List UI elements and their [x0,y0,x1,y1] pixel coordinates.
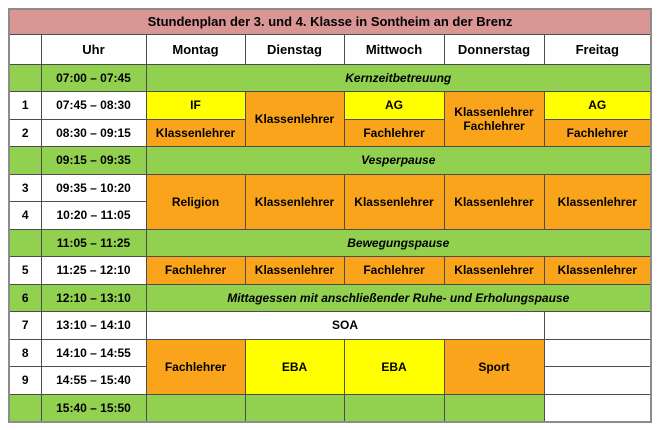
cell-r1-freitag: AG [543,91,652,120]
cell-r7-soa: SOA [145,311,545,340]
cell-r9-freitag [543,366,652,395]
row-1: 1 07:45 – 08:30 IF Klassenlehrer AG Klas… [8,91,652,147]
lesson-number-6: 6 [8,283,42,312]
cell-ende-montag [145,393,246,422]
row-7: 7 13:10 – 14:10 SOA [8,311,652,340]
cell-r5-mittwoch: Fachlehrer [343,256,445,285]
lesson-number-4: 4 [8,201,42,230]
cell-r8r9-dienstag: EBA [244,338,345,395]
cell-r1-montag: IF [145,91,246,120]
cell-bewegungspause: Bewegungspause [145,228,652,257]
lesson-number-bewegung [8,228,42,257]
header-donnerstag: Donnerstag [443,33,545,65]
cell-r3r4-donnerstag: Klassenlehrer [443,173,545,230]
cell-r5-dienstag: Klassenlehrer [244,256,345,285]
header-montag: Montag [145,33,246,65]
cell-r5-montag: Fachlehrer [145,256,246,285]
row-2: 2 08:30 – 09:15 Klassenlehrer Fachlehrer… [8,118,652,147]
cell-r8r9-montag: Fachlehrer [145,338,246,395]
cell-r3r4-mittwoch: Klassenlehrer [343,173,445,230]
lesson-number-5: 5 [8,256,42,285]
cell-r1r2-dienstag: Klassenlehrer [244,91,345,147]
cell-r8-freitag [543,338,652,367]
time-cell-8: 14:10 – 14:55 [40,338,147,367]
row-kernzeit: 07:00 – 07:45 Kernzeitbetreuung [8,63,652,92]
row-bewegungspause: 11:05 – 11:25 Bewegungspause [8,228,652,257]
lesson-number-1: 1 [8,91,42,120]
row-mittagessen: 6 12:10 – 13:10 Mittagessen mit anschlie… [8,283,652,312]
time-cell-1: 07:45 – 08:30 [40,91,147,120]
time-cell-bewegung: 11:05 – 11:25 [40,228,147,257]
cell-r8r9-mittwoch: EBA [343,338,445,395]
row-8: 8 14:10 – 14:55 Fachlehrer EBA EBA Sport [8,338,652,395]
cell-r5-donnerstag: Klassenlehrer [443,256,545,285]
header-uhr: Uhr [40,33,147,65]
lesson-number-9: 9 [8,366,42,395]
lesson-number-7: 7 [8,311,42,340]
time-cell-vesper: 09:15 – 09:35 [40,146,147,175]
header-mittwoch: Mittwoch [343,33,445,65]
time-cell-9: 14:55 – 15:40 [40,366,147,395]
header-corner [8,33,42,65]
header-freitag: Freitag [543,33,652,65]
cell-r5-freitag: Klassenlehrer [543,256,652,285]
time-cell-4: 10:20 – 11:05 [40,201,147,230]
time-cell-2: 08:30 – 09:15 [40,118,147,147]
cell-r2-mittwoch: Fachlehrer [343,118,445,147]
row-5: 5 11:25 – 12:10 Fachlehrer Klassenlehrer… [8,256,652,285]
row-3: 3 09:35 – 10:20 Religion Klassenlehrer K… [8,173,652,230]
cell-r3r4-freitag: Klassenlehrer [543,173,652,230]
cell-mittagessen: Mittagessen mit anschließender Ruhe- und… [145,283,652,312]
lesson-number-3: 3 [8,173,42,202]
header-dienstag: Dienstag [244,33,345,65]
cell-r1-mittwoch: AG [343,91,445,120]
cell-ende-freitag [543,393,652,422]
row-vesperpause: 09:15 – 09:35 Vesperpause [8,146,652,175]
time-cell-ende: 15:40 – 15:50 [40,393,147,422]
cell-r2-montag: Klassenlehrer [145,118,246,147]
cell-ende-dienstag [244,393,345,422]
lesson-number-ende [8,393,42,422]
time-cell-5: 11:25 – 12:10 [40,256,147,285]
time-cell-3: 09:35 – 10:20 [40,173,147,202]
cell-r1r2-donnerstag: Klassenlehrer Fachlehrer [443,91,545,147]
cell-r2-freitag: Fachlehrer [543,118,652,147]
time-cell-7: 13:10 – 14:10 [40,311,147,340]
row-4: 4 10:20 – 11:05 [8,201,651,230]
cell-kernzeitbetreuung: Kernzeitbetreuung [145,63,652,92]
cell-r8r9-donnerstag: Sport [443,338,545,395]
cell-r3r4-dienstag: Klassenlehrer [244,173,345,230]
lesson-number-2: 2 [8,118,42,147]
cell-vesperpause: Vesperpause [145,146,652,175]
cell-ende-donnerstag [443,393,545,422]
cell-ende-mittwoch [343,393,445,422]
lesson-number-vesper [8,146,42,175]
cell-r7-freitag [543,311,652,340]
lesson-number-8: 8 [8,338,42,367]
time-cell-kernzeit: 07:00 – 07:45 [40,63,147,92]
table-title: Stundenplan der 3. und 4. Klasse in Sont… [8,8,652,35]
timetable: Stundenplan der 3. und 4. Klasse in Sont… [8,8,653,423]
time-cell-6: 12:10 – 13:10 [40,283,147,312]
header-row: Uhr Montag Dienstag Mittwoch Donnerstag … [8,33,652,65]
title-row: Stundenplan der 3. und 4. Klasse in Sont… [8,8,652,35]
row-ende: 15:40 – 15:50 [8,393,652,422]
cell-r3r4-montag: Religion [145,173,246,230]
row-9: 9 14:55 – 15:40 [8,366,652,395]
lesson-number-kernzeit [8,63,42,92]
